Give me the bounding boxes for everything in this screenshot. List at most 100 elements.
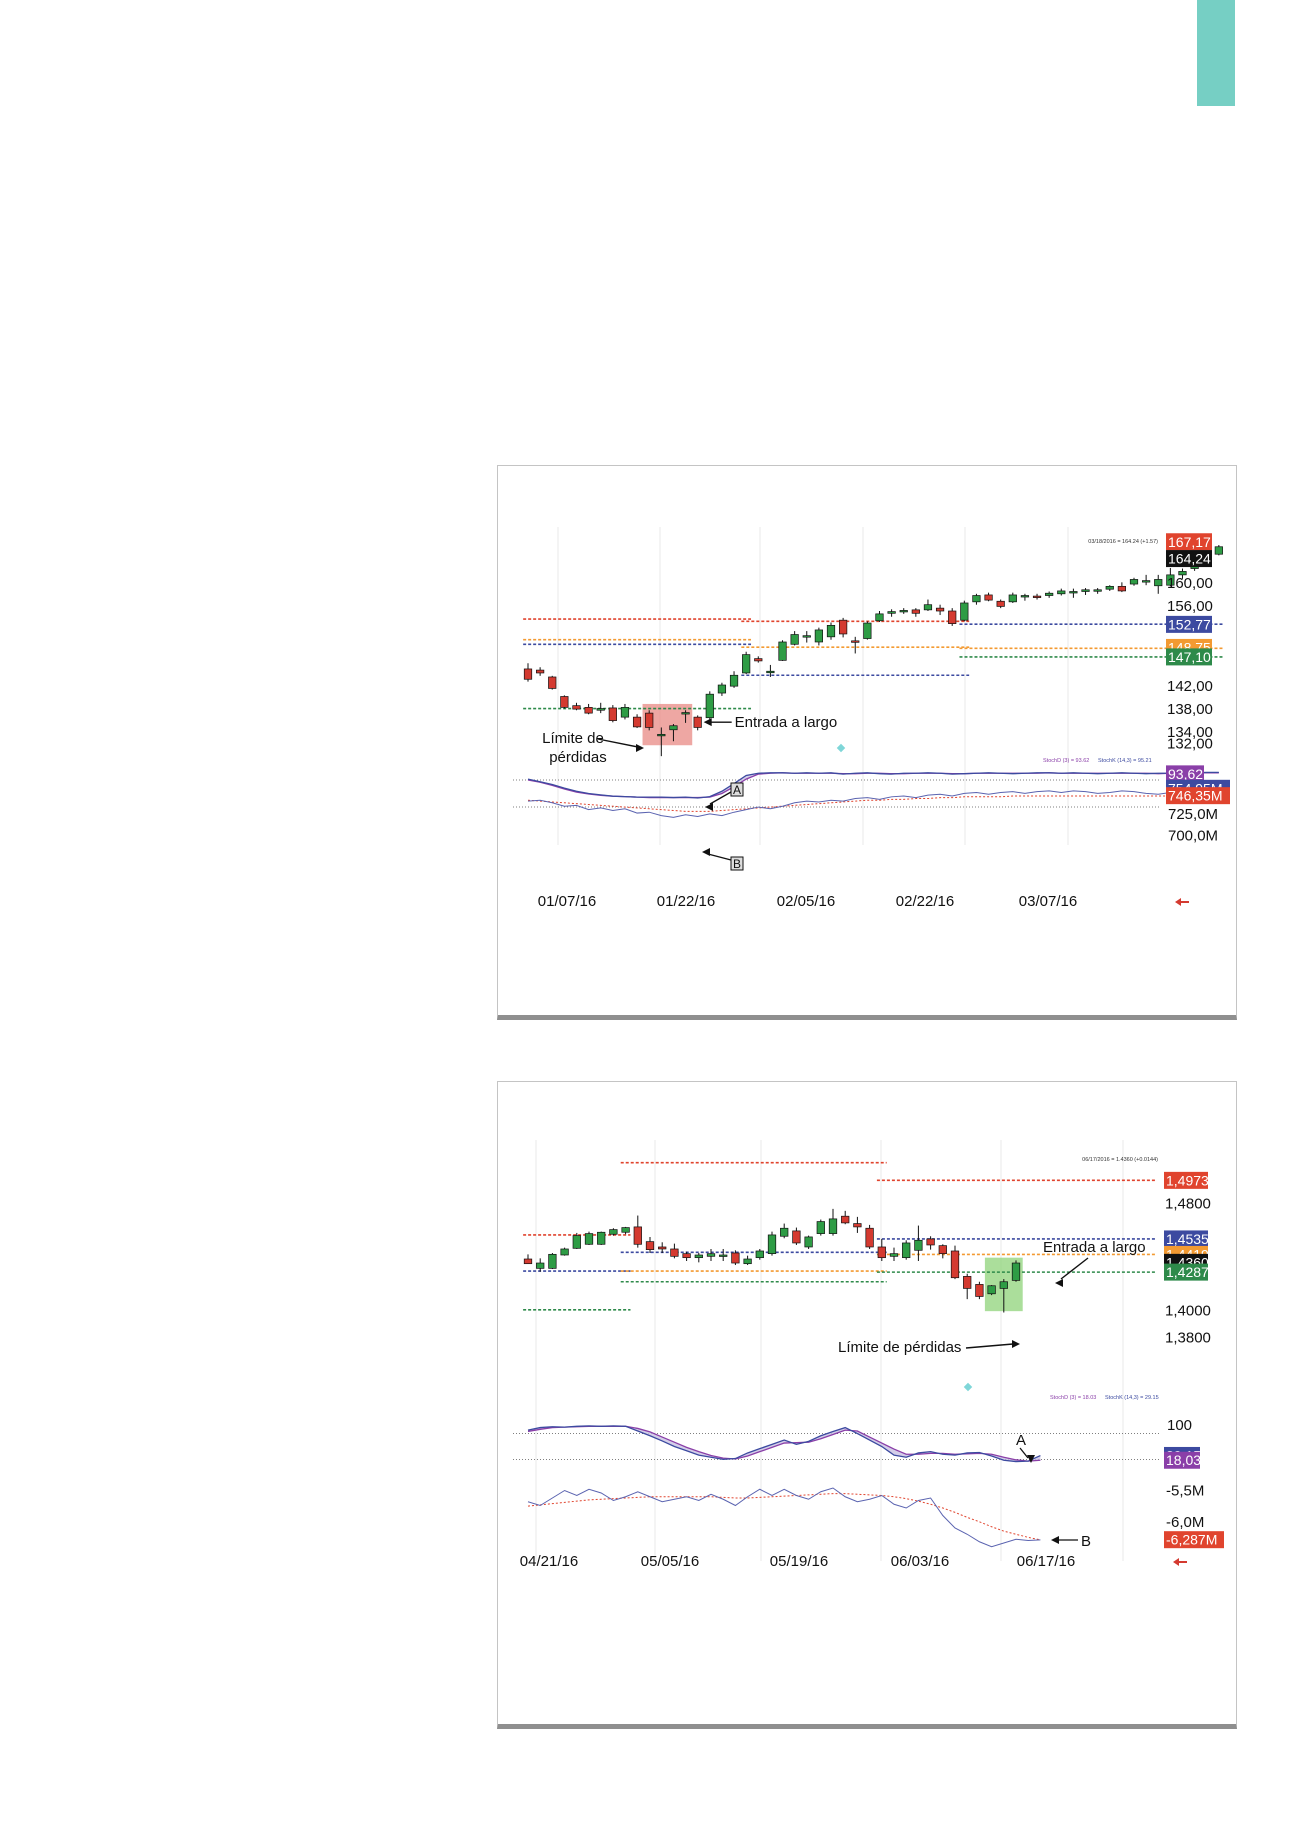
candle-down (938, 1245, 947, 1255)
candle-down (608, 707, 617, 721)
annotation-arrow-line (597, 738, 639, 748)
annotation-arrow-line (965, 1343, 1014, 1349)
price-box-label: 1,4535 (1166, 1231, 1209, 1247)
candle-down (693, 716, 702, 728)
price-box (1166, 533, 1212, 551)
price-box-label: 164,24 (1168, 551, 1211, 567)
candle-down (963, 1276, 972, 1289)
candle-up (1057, 590, 1066, 595)
marker-b-label: B (733, 857, 741, 871)
section-color-tab (1197, 0, 1235, 106)
candle-up (584, 1233, 594, 1245)
candle-up (536, 1262, 545, 1269)
candle-up (1008, 594, 1017, 603)
diamond-marker (836, 743, 846, 753)
candle-down (572, 705, 581, 710)
scroll-arrow-icon (1173, 1558, 1187, 1566)
candlestick-chart-2: 06/17/2016 = 1.4360 (+0.0144) 1,4800 1,400… (513, 1140, 1224, 1570)
candle-down (996, 600, 1005, 607)
annotation-stop-label: Límite de pérdidas (838, 1339, 961, 1356)
candle-up (899, 610, 908, 613)
indicator-tick-label: -6,0M (1166, 1514, 1204, 1531)
candle-up (717, 684, 727, 694)
candle-down (536, 669, 545, 674)
candle-up (826, 624, 836, 638)
marker-a-arrow-head (1027, 1455, 1035, 1463)
candle-up (1154, 579, 1163, 587)
candle-down (948, 610, 957, 624)
candle-up (780, 1227, 789, 1237)
candle-up (914, 1239, 923, 1251)
candle-up (548, 1253, 557, 1269)
candle-up (1214, 546, 1223, 555)
candle-down (975, 1284, 984, 1297)
indicator-tick-label: -5,5M (1166, 1483, 1204, 1500)
date-label: 02/22/16 (896, 893, 954, 910)
candle-down (935, 607, 945, 612)
stoch-box-label: 18,03 (1166, 1452, 1201, 1468)
price-box-label: 1,4973 (1166, 1172, 1209, 1188)
candle-up (621, 1227, 630, 1233)
candle-up (923, 604, 933, 611)
stoch-k-line (527, 1425, 1041, 1463)
price-box (1164, 1230, 1208, 1248)
chart-header-text: 06/17/2016 = 1.4360 (+0.0144) (1082, 1157, 1158, 1163)
date-label: 06/17/16 (1017, 1553, 1075, 1570)
candle-down (584, 707, 593, 714)
candle-down (633, 1226, 642, 1245)
candle-up (887, 611, 896, 614)
candlestick-chart-1: 03/18/2016 = 164.24 (+1.57)160,00156,001… (513, 527, 1230, 910)
indicator-red-line (527, 795, 1219, 812)
candle-up (669, 725, 678, 731)
marker-box-b (730, 856, 744, 871)
candle-up (597, 1231, 606, 1245)
annotation-arrow-head (703, 718, 712, 727)
indicator-box-label: 746,35M (1168, 788, 1222, 804)
candle-up (657, 733, 666, 737)
candle-up (1081, 589, 1090, 592)
candle-up (620, 707, 630, 718)
candle-up (902, 1242, 911, 1259)
marker-a-arrow-head (705, 803, 713, 811)
candle-down (865, 1227, 874, 1248)
indicator-box (1166, 787, 1230, 805)
candle-up (863, 622, 872, 639)
candle-up (816, 1221, 825, 1234)
price-box (1164, 1263, 1208, 1281)
candle-up (1129, 579, 1139, 585)
candle-down (670, 1248, 679, 1257)
candle-up (743, 1258, 752, 1265)
indicator-blue-line (527, 787, 1219, 818)
candle-down (645, 1241, 655, 1250)
stoch-fill (528, 772, 1219, 798)
candle-up (1011, 1262, 1021, 1281)
candle-down (731, 1252, 740, 1264)
chart-header-text: 03/18/2016 = 164.24 (+1.57) (1088, 539, 1158, 545)
candle-up (778, 641, 787, 661)
price-box (1166, 648, 1212, 666)
date-label: 02/05/16 (777, 893, 835, 910)
price-tick-label: 160,00 (1167, 575, 1213, 592)
candle-down (560, 696, 569, 708)
price-tick-label: 1,4800 (1165, 1196, 1211, 1213)
annotation-arrow-head (636, 744, 644, 752)
candle-up (802, 635, 811, 638)
stoch-d-line (527, 1425, 1041, 1462)
candle-up (596, 708, 605, 711)
candle-up (719, 1254, 728, 1257)
price-box (1166, 615, 1212, 633)
price-box-label: 147,10 (1168, 649, 1211, 665)
candle-up (889, 1253, 899, 1257)
marker-a-arrow (709, 791, 732, 805)
candle-up (1093, 589, 1102, 592)
candle-down (645, 712, 654, 728)
price-box-label: 1,4287 (1166, 1264, 1209, 1280)
price-box-label: 167,17 (1168, 534, 1211, 550)
date-label: 01/07/16 (538, 893, 596, 910)
indicator-box-label: -6,287M (1166, 1532, 1217, 1548)
candle-down (1117, 585, 1126, 592)
candle-down (839, 619, 848, 635)
chart-panel-2: 06/17/2016 = 1.4360 (+0.0144) 1,4800 1,400… (497, 1081, 1237, 1729)
candle-up (999, 1281, 1008, 1289)
date-label: 04/21/16 (520, 1553, 578, 1570)
